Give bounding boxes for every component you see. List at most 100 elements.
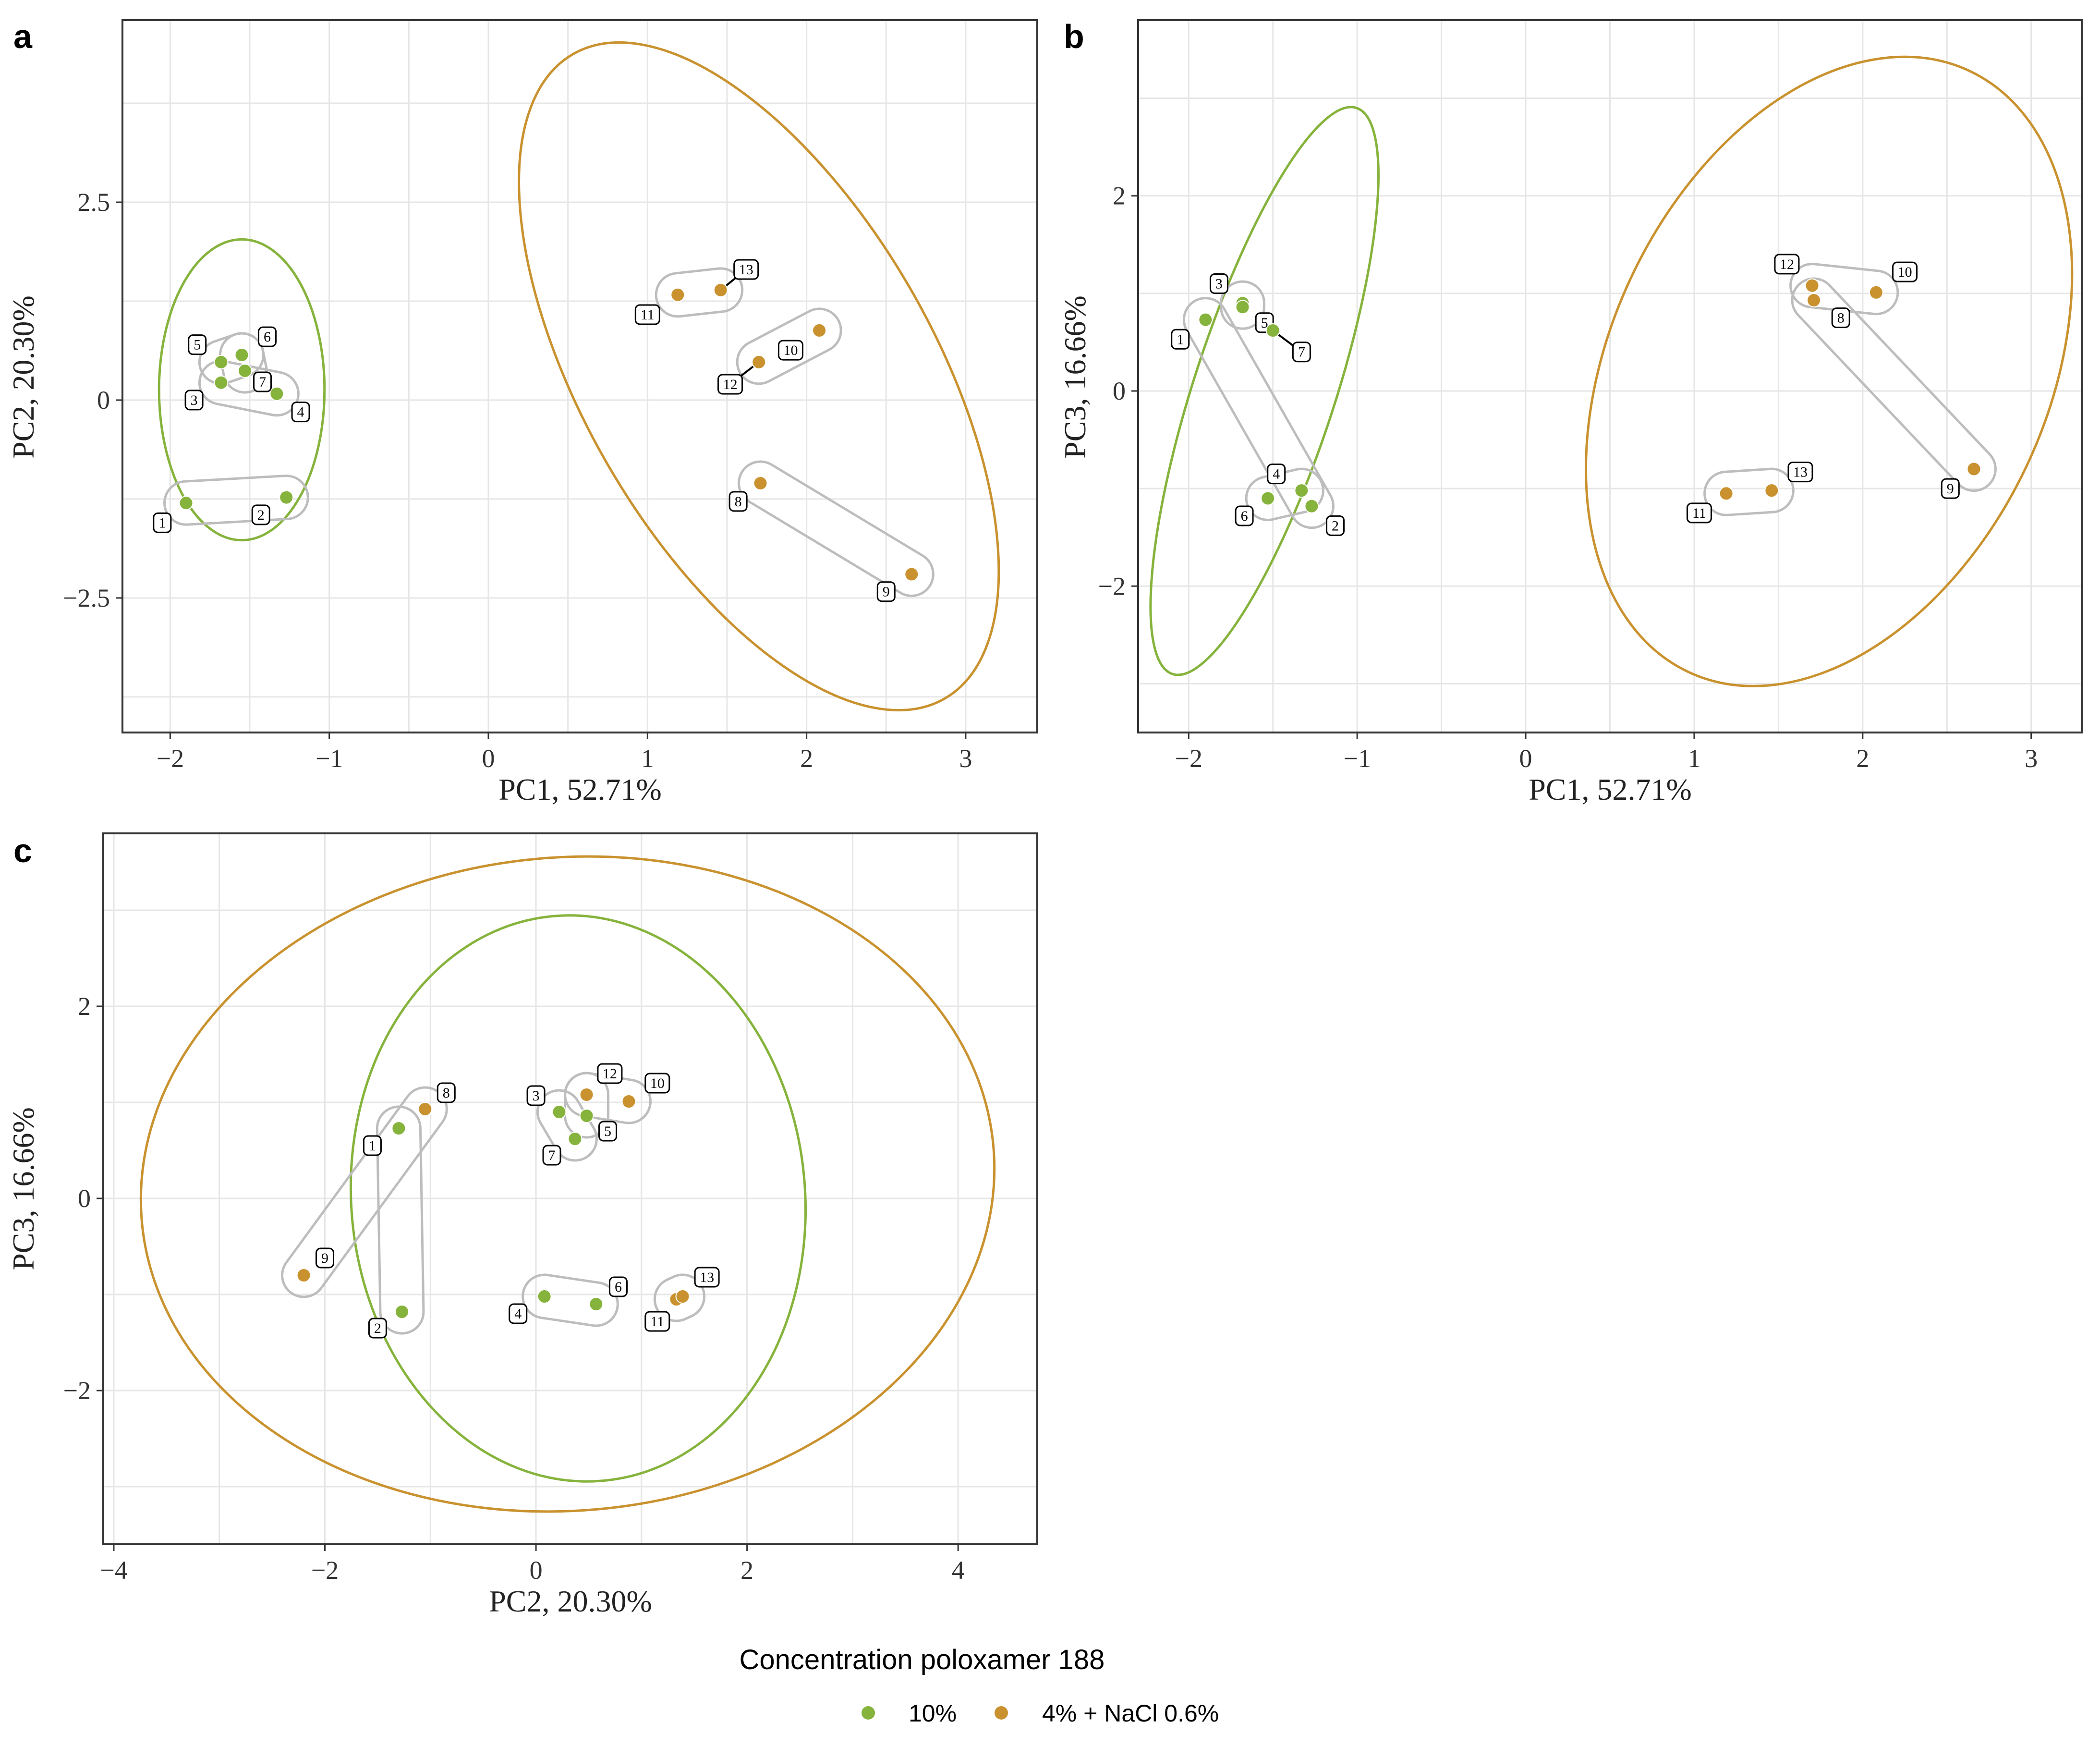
point-label-5: 5 [1261, 315, 1268, 331]
pair-outline [522, 1273, 619, 1327]
point-label-8: 8 [443, 1085, 450, 1101]
point-label-box [608, 1276, 628, 1297]
x-axis-title: PC1, 52.71% [1529, 772, 1692, 806]
point-label-box [1831, 307, 1850, 329]
y-axis-title: PC2, 20.30% [6, 295, 40, 459]
point-label-box [251, 504, 270, 525]
panel-frame [121, 19, 1038, 733]
x-tick-label: −1 [1343, 744, 1371, 773]
y-axis-title: PC3, 16.66% [1058, 295, 1092, 459]
point-label-5: 5 [194, 337, 201, 353]
plot-area [158, 41, 1000, 712]
data-point-12 [752, 354, 766, 369]
data-point-1 [179, 496, 194, 511]
point-label-box [597, 1063, 623, 1084]
y-tick-label: 2 [1113, 182, 1126, 210]
y-tick-label: 2.5 [78, 188, 110, 217]
x-tick-label: 0 [482, 744, 495, 773]
point-label-1: 1 [158, 515, 166, 531]
y-tick-label: −2 [63, 1376, 91, 1405]
point-label-box [876, 581, 896, 602]
point-label-6: 6 [615, 1279, 622, 1295]
point-label-box [257, 326, 277, 347]
data-point-6 [589, 1297, 604, 1311]
y-tick-label: −2 [1098, 572, 1126, 600]
point-label-box [717, 374, 743, 395]
point-label-8: 8 [1837, 310, 1845, 326]
point-label-12: 12 [723, 377, 738, 392]
panel-letter-c: c [13, 832, 32, 869]
data-point-10 [812, 323, 827, 338]
legend-swatch-4-nacl [995, 1706, 1008, 1720]
y-tick-label: 0 [97, 386, 110, 415]
pair-outline [198, 360, 300, 417]
point-label-7: 7 [1298, 344, 1305, 360]
x-tick-label: 2 [740, 1556, 753, 1585]
point-label-12: 12 [603, 1066, 617, 1082]
x-tick-label: 0 [530, 1556, 543, 1585]
pair-outline [1703, 467, 1795, 516]
data-point-10 [621, 1094, 636, 1109]
point-label-box [634, 304, 660, 325]
point-label-box [728, 491, 748, 512]
y-tick-label: 0 [1113, 377, 1126, 405]
data-point-12 [1805, 278, 1820, 293]
data-point-11 [670, 287, 685, 302]
data-point-5 [214, 354, 229, 369]
data-point-13 [675, 1289, 690, 1304]
data-point-2 [279, 490, 294, 505]
point-label-13: 13 [1793, 464, 1808, 480]
data-point-6 [234, 348, 249, 363]
x-tick-label: −4 [100, 1556, 127, 1585]
point-label-box [1787, 462, 1813, 483]
x-tick-label: 2 [1856, 744, 1869, 773]
x-tick-label: −2 [1175, 744, 1202, 773]
y-axis-title: PC3, 16.66% [6, 1107, 40, 1270]
pair-outline [738, 460, 935, 597]
pair-outline [655, 267, 744, 318]
point-label-8: 8 [735, 494, 742, 510]
point-label-5: 5 [604, 1123, 611, 1139]
point-label-box [542, 1145, 561, 1166]
x-tick-label: 4 [952, 1556, 965, 1585]
point-label-box [1892, 261, 1918, 282]
data-point-9 [296, 1268, 311, 1282]
point-label-13: 13 [739, 262, 753, 278]
x-tick-label: −2 [311, 1556, 339, 1585]
point-label-3: 3 [191, 392, 198, 408]
data-point-3 [214, 375, 229, 390]
point-label-1: 1 [1177, 331, 1184, 347]
data-point-8 [418, 1102, 433, 1116]
point-label-box [153, 512, 172, 533]
point-label-box [1267, 464, 1286, 485]
x-tick-label: −2 [157, 744, 184, 773]
pair-outline [1791, 277, 1997, 492]
data-point-10 [1869, 285, 1883, 300]
data-point-8 [1807, 293, 1821, 308]
legend-label-10: 10% [909, 1700, 957, 1727]
point-label-box [694, 1267, 720, 1288]
point-label-10: 10 [650, 1075, 665, 1091]
panel-letter-b: b [1064, 18, 1084, 55]
data-point-4 [1294, 483, 1309, 498]
point-label-9: 9 [883, 584, 890, 600]
legend-swatch-10 [862, 1706, 875, 1720]
point-label-13: 13 [700, 1270, 714, 1285]
legend: Concentration poloxamer 188 10% 4% + NaC… [740, 1644, 1219, 1727]
point-label-box [1292, 342, 1311, 363]
point-label-box [1686, 502, 1712, 524]
confidence-ellipse-group_4_nacl [518, 41, 1000, 712]
point-label-11: 11 [1692, 505, 1706, 521]
data-point-4 [269, 386, 284, 401]
point-label-box [437, 1082, 456, 1103]
pair-outline [736, 307, 842, 385]
data-point-7 [568, 1132, 583, 1146]
data-point-11 [1719, 486, 1734, 501]
data-point-1 [391, 1121, 406, 1136]
plot-area [1149, 55, 2074, 687]
data-point-7 [238, 363, 253, 378]
data-point-13 [713, 282, 728, 297]
x-axis-title: PC1, 52.71% [498, 772, 662, 806]
y-tick-label: 0 [78, 1184, 91, 1213]
